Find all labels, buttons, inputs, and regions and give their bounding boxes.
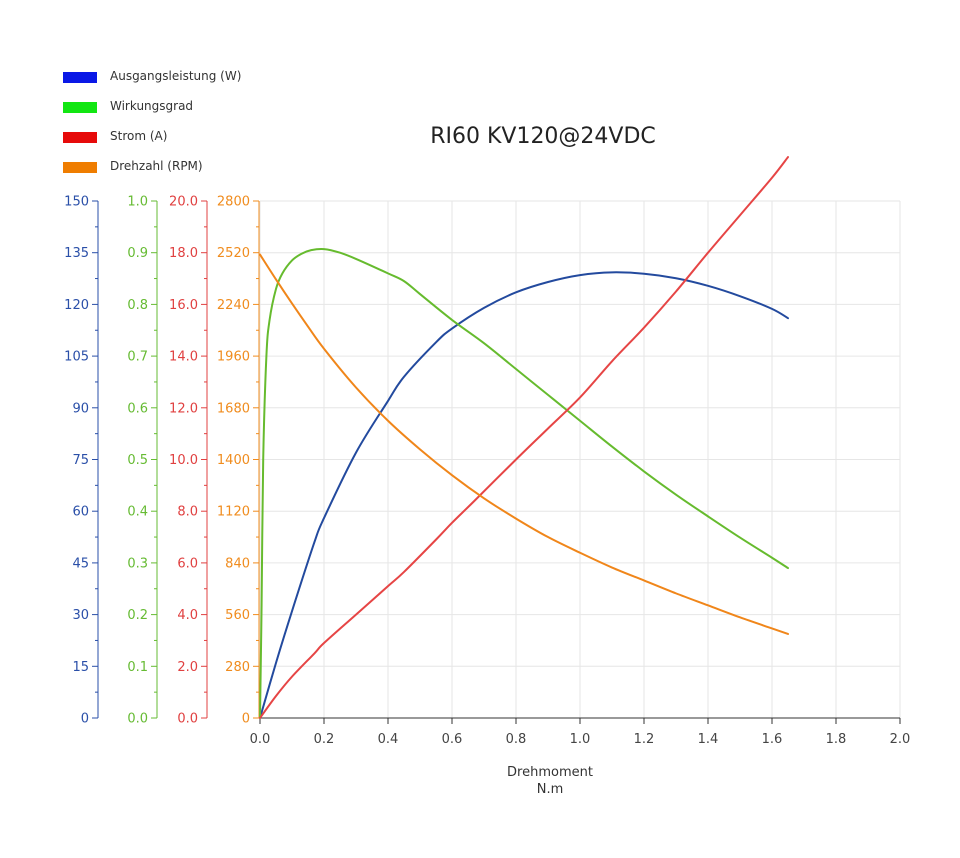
y-tick-label-1: 1.0 — [127, 195, 148, 210]
y-tick-label-0: 120 — [64, 298, 89, 313]
y-tick-label-1: 0.8 — [127, 298, 148, 313]
series-line-current — [259, 156, 789, 719]
series-line-power — [259, 271, 789, 719]
y-tick-label-2: 18.0 — [169, 246, 198, 261]
y-tick-label-3: 280 — [225, 660, 250, 675]
y-tick-label-3: 0 — [242, 712, 250, 727]
y-tick-label-0: 60 — [72, 505, 89, 520]
y-tick-label-3: 2520 — [217, 246, 250, 261]
y-tick-label-0: 90 — [72, 401, 89, 416]
y-tick-label-0: 150 — [64, 195, 89, 210]
legend-swatch-current — [63, 132, 97, 143]
y-tick-label-3: 840 — [225, 556, 250, 571]
y-tick-label-2: 14.0 — [169, 350, 198, 365]
legend-swatch-speed — [63, 162, 97, 173]
legend-label-current: Strom (A) — [110, 129, 168, 143]
y-tick-label-2: 16.0 — [169, 298, 198, 313]
y-tick-label-0: 15 — [72, 660, 89, 675]
y-tick-label-3: 1960 — [217, 350, 250, 365]
y-tick-label-2: 0.0 — [177, 712, 198, 727]
x-tick-label: 1.4 — [698, 732, 719, 747]
x-tick-label: 0.6 — [442, 732, 463, 747]
y-tick-label-1: 0.5 — [127, 453, 148, 468]
legend-swatch-efficiency — [63, 102, 97, 113]
y-tick-label-1: 0.0 — [127, 712, 148, 727]
series-line-efficiency — [259, 247, 789, 719]
y-tick-label-1: 0.2 — [127, 608, 148, 623]
y-tick-label-0: 75 — [72, 453, 89, 468]
x-tick-label: 2.0 — [890, 732, 911, 747]
y-tick-label-3: 2240 — [217, 298, 250, 313]
y-tick-label-2: 2.0 — [177, 660, 198, 675]
x-tick-label: 1.0 — [570, 732, 591, 747]
legend-label-power: Ausgangsleistung (W) — [110, 69, 242, 83]
y-tick-label-0: 45 — [72, 556, 89, 571]
chart-title: RI60 KV120@24VDC — [430, 124, 656, 149]
x-axis-title: Drehmoment N.m — [450, 764, 650, 798]
x-tick-label: 1.2 — [634, 732, 655, 747]
y-tick-label-2: 12.0 — [169, 401, 198, 416]
y-tick-label-3: 560 — [225, 608, 250, 623]
y-tick-label-3: 1400 — [217, 453, 250, 468]
y-tick-label-3: 2800 — [217, 195, 250, 210]
series-line-speed — [259, 253, 789, 635]
y-tick-label-1: 0.3 — [127, 556, 148, 571]
y-tick-label-0: 0 — [81, 712, 89, 727]
y-tick-label-0: 135 — [64, 246, 89, 261]
y-tick-label-2: 8.0 — [177, 505, 198, 520]
x-axis-title-line1: Drehmoment — [507, 765, 593, 780]
y-tick-label-1: 0.9 — [127, 246, 148, 261]
x-tick-label: 1.6 — [762, 732, 783, 747]
y-tick-label-1: 0.7 — [127, 350, 148, 365]
y-tick-label-1: 0.1 — [127, 660, 148, 675]
x-tick-label: 1.8 — [826, 732, 847, 747]
x-tick-label: 0.8 — [506, 732, 527, 747]
y-tick-label-0: 30 — [72, 608, 89, 623]
x-tick-label: 0.0 — [250, 732, 271, 747]
x-tick-label: 0.2 — [314, 732, 335, 747]
y-tick-label-2: 4.0 — [177, 608, 198, 623]
y-tick-label-2: 10.0 — [169, 453, 198, 468]
x-tick-label: 0.4 — [378, 732, 399, 747]
y-tick-label-2: 20.0 — [169, 195, 198, 210]
legend-swatch-power — [63, 72, 97, 83]
y-tick-label-1: 0.6 — [127, 401, 148, 416]
y-tick-label-3: 1120 — [217, 505, 250, 520]
y-tick-label-1: 0.4 — [127, 505, 148, 520]
legend-label-efficiency: Wirkungsgrad — [110, 99, 194, 113]
y-tick-label-0: 105 — [64, 350, 89, 365]
y-tick-label-2: 6.0 — [177, 556, 198, 571]
y-tick-label-3: 1680 — [217, 401, 250, 416]
legend-label-speed: Drehzahl (RPM) — [110, 159, 203, 173]
x-axis-title-line2: N.m — [536, 782, 564, 797]
